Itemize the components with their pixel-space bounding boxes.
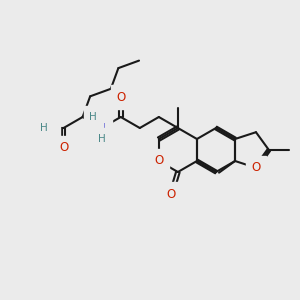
Text: O: O [46, 122, 55, 134]
Text: O: O [59, 141, 68, 154]
Text: H: H [98, 134, 106, 144]
Text: O: O [167, 188, 176, 200]
Text: N: N [97, 122, 106, 134]
Text: O: O [251, 161, 261, 174]
Text: O: O [154, 154, 164, 167]
Text: H: H [40, 123, 48, 133]
Text: O: O [116, 91, 125, 104]
Text: H: H [89, 112, 97, 122]
